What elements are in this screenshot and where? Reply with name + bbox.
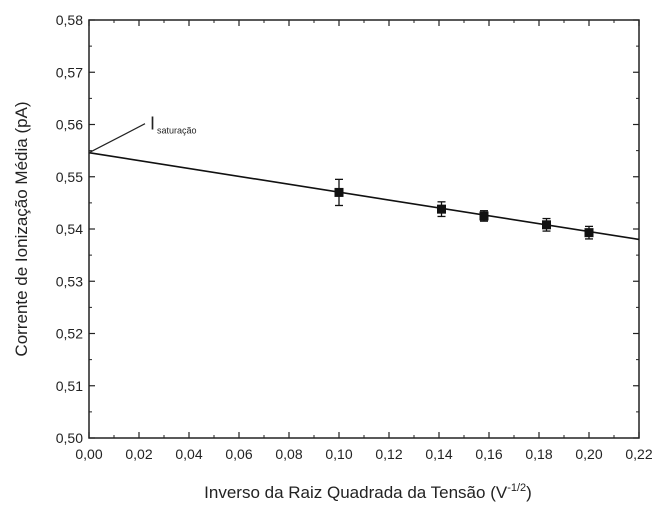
fit-line-group — [88, 151, 640, 241]
x-tick-label: 0,18 — [525, 446, 552, 462]
x-tick-label: 0,02 — [125, 446, 152, 462]
y-tick-label: 0,50 — [56, 430, 83, 446]
fit-line — [88, 151, 640, 241]
data-point — [437, 204, 446, 214]
y-tick-label: 0,52 — [56, 326, 83, 342]
x-tick-label: 0,04 — [175, 446, 202, 462]
y-tick-label: 0,57 — [56, 64, 83, 80]
x-tick-label: 0,06 — [225, 446, 252, 462]
y-tick-label: 0,55 — [56, 169, 83, 185]
annotation-pointer — [88, 123, 146, 154]
y-tick-label: 0,53 — [56, 273, 83, 289]
data-point — [479, 211, 489, 221]
data-point — [334, 187, 344, 197]
x-tick-label: 0,22 — [625, 446, 652, 462]
y-axis-title: Corrente de Ionização Média (pA) — [12, 101, 31, 356]
x-tick-label: 0,16 — [475, 446, 502, 462]
data-points — [334, 178, 594, 240]
y-tick-label: 0,56 — [56, 117, 83, 133]
x-tick-label: 0,12 — [375, 446, 402, 462]
x-axis-title: Inverso da Raiz Quadrada da Tensão (V-1/… — [204, 482, 532, 502]
annotation-label-main: I — [150, 114, 155, 134]
data-point — [542, 220, 551, 230]
x-tick-label: 0,10 — [325, 446, 352, 462]
y-tick-label: 0,51 — [56, 378, 83, 394]
x-tick-label: 0,00 — [75, 446, 102, 462]
plot-frame — [88, 19, 640, 439]
data-point — [584, 228, 594, 238]
y-tick-label: 0,58 — [56, 12, 83, 28]
x-tick-label: 0,14 — [425, 446, 452, 462]
x-axis: 0,00 0,02 0,04 0,06 0,08 0,10 0,12 0,14 0,16 0,18… — [75, 20, 653, 462]
x-tick-label: 0,20 — [575, 446, 602, 462]
y-axis: 0,50 0,51 0,52 0,53 0,54 0,55 0,56 0,57 0,58 — [56, 12, 639, 446]
annotation-label-sub: saturação — [157, 126, 197, 136]
x-axis-title-superscript: -1/2 — [507, 482, 526, 494]
y-tick-label: 0,54 — [56, 221, 83, 237]
x-tick-label: 0,08 — [275, 446, 302, 462]
